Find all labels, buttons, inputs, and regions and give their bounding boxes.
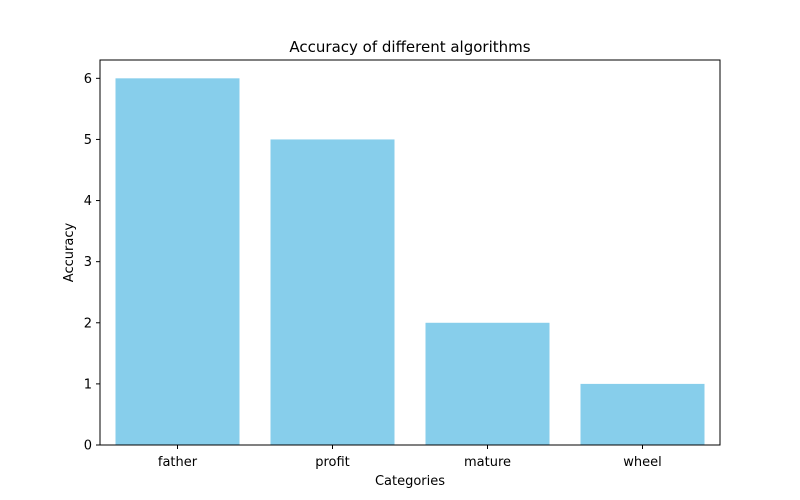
x-axis-ticks: father profit mature wheel [158,445,662,470]
bar-father [115,78,240,445]
x-tick-label-profit: profit [315,455,350,470]
y-tick-label-0: 0 [84,439,92,454]
y-tick-label-1: 1 [84,377,92,392]
y-tick-label-5: 5 [84,133,92,148]
y-axis-label: Accuracy [62,223,77,283]
plot-area-frame [99,59,721,446]
y-axis-ticks: 0 1 2 3 4 5 6 [84,72,100,454]
bar-wheel [580,383,705,445]
y-tick-label-3: 3 [84,255,92,270]
y-tick-label-2: 2 [84,316,92,331]
bars-group [115,78,705,445]
x-axis-label: Categories [375,474,445,489]
bar-profit [270,139,395,445]
x-tick-label-father: father [158,455,198,470]
y-tick-label-4: 4 [84,194,92,209]
x-tick-label-mature: mature [464,455,511,470]
bar-mature [425,322,550,445]
x-tick-label-wheel: wheel [623,455,661,470]
y-tick-label-6: 6 [84,72,92,87]
chart-title: Accuracy of different algorithms [289,38,530,56]
